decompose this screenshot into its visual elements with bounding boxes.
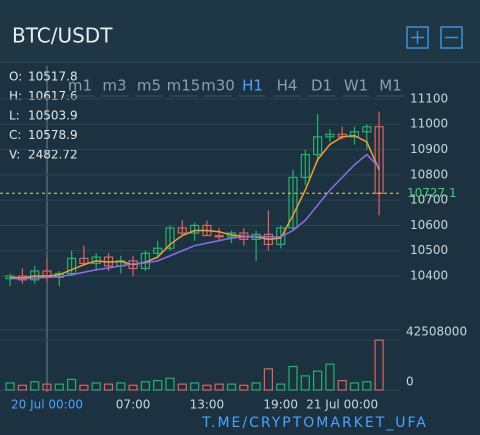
candle-body bbox=[153, 247, 163, 254]
volume-bar bbox=[202, 384, 212, 391]
y-tick-label: 10700 bbox=[410, 193, 448, 207]
candle-body bbox=[313, 136, 323, 156]
volume-bar bbox=[128, 384, 138, 391]
volume-bar bbox=[313, 370, 323, 391]
volume-bar bbox=[91, 382, 101, 391]
volume-bar bbox=[79, 384, 89, 391]
timeframe-tab[interactable]: m3 bbox=[102, 77, 126, 95]
candle-body bbox=[325, 133, 335, 138]
volume-bar bbox=[190, 382, 200, 391]
candle-body bbox=[214, 234, 224, 238]
candle-body bbox=[349, 131, 360, 138]
candle-body bbox=[177, 227, 187, 234]
volume-bar bbox=[263, 368, 273, 391]
candle-body bbox=[165, 227, 175, 249]
volume-bar bbox=[140, 381, 150, 391]
timeframe-tab[interactable]: W1 bbox=[344, 77, 368, 95]
y-tick-label: 11000 bbox=[410, 117, 448, 131]
candle-body bbox=[300, 153, 310, 178]
ma-line bbox=[10, 153, 380, 280]
x-tick-label: 13:00 bbox=[190, 398, 225, 412]
volume-bar bbox=[288, 365, 298, 391]
volume-bar bbox=[103, 383, 114, 391]
timeframe-tab[interactable]: m5 bbox=[137, 77, 161, 95]
volume-bar bbox=[153, 380, 163, 391]
x-tick-label: 21 Jul 00:00 bbox=[306, 398, 378, 412]
watermark: T.ME/CRYPTOMARKET_UFA bbox=[201, 415, 428, 431]
info-value: 10503.9 bbox=[28, 109, 78, 123]
info-label: O: bbox=[9, 70, 22, 84]
volume-bar bbox=[17, 384, 27, 391]
volume-bar bbox=[362, 381, 372, 391]
candle-body bbox=[79, 257, 89, 265]
volume-bar bbox=[300, 375, 310, 391]
timeframe-tab[interactable]: D1 bbox=[311, 77, 332, 95]
candle-body bbox=[362, 126, 372, 133]
volume-bar bbox=[239, 384, 249, 391]
volume-bar bbox=[30, 381, 40, 391]
volume-bar bbox=[226, 383, 237, 391]
volume-bar bbox=[251, 382, 261, 391]
volume-bar bbox=[374, 339, 384, 391]
info-value: 10617.6 bbox=[28, 89, 78, 103]
info-label: V: bbox=[9, 148, 20, 162]
candle-body bbox=[190, 224, 200, 234]
info-label: L: bbox=[9, 109, 20, 123]
y-tick-label: 10600 bbox=[410, 218, 448, 232]
info-label: H: bbox=[9, 89, 22, 103]
info-label: C: bbox=[9, 128, 21, 142]
volume-bar bbox=[165, 377, 175, 391]
timeframe-tab[interactable]: M1 bbox=[379, 77, 402, 95]
y2-tick-label: 42508000 bbox=[406, 325, 467, 339]
timeframe-tab[interactable]: m1 bbox=[68, 77, 92, 95]
volume-bar bbox=[116, 382, 126, 391]
zoom-out-button[interactable] bbox=[440, 26, 463, 49]
info-box: O: 10517.8 H: 10617.6 L: 10503.9 C: 10578.9 V: 24… bbox=[9, 70, 78, 162]
timeframe-tab[interactable]: m30 bbox=[201, 77, 235, 95]
volume-bar bbox=[54, 383, 64, 391]
volume-bar bbox=[349, 382, 360, 391]
x-tick-label: 07:00 bbox=[116, 398, 151, 412]
zoom-in-button[interactable] bbox=[406, 26, 429, 49]
y-tick-label: 10900 bbox=[410, 142, 448, 156]
ma-line bbox=[10, 134, 380, 279]
pair-title: BTC/USDT bbox=[12, 24, 113, 48]
timeframe-tab[interactable]: H4 bbox=[277, 77, 298, 95]
y2-tick-label: 0 bbox=[406, 375, 414, 389]
candle-body bbox=[288, 176, 298, 229]
volume-bar bbox=[325, 363, 335, 391]
info-value: 10578.9 bbox=[28, 128, 78, 142]
timeframe-tabs: m1 m3 m5 m15 m30 H1 H4 D1 W1 M1 bbox=[66, 77, 405, 97]
volume-bar bbox=[337, 380, 347, 391]
y-tick-label: 10400 bbox=[410, 269, 448, 283]
timeframe-tab[interactable]: H1 bbox=[242, 77, 263, 95]
volume-bar bbox=[5, 382, 15, 391]
y-tick-label: 10800 bbox=[410, 167, 448, 181]
info-value: 10517.8 bbox=[28, 70, 78, 84]
y-tick-label: 11100 bbox=[410, 91, 448, 105]
last-price-label: 10727.1 bbox=[407, 186, 457, 200]
candle-body bbox=[91, 256, 101, 265]
candle-body bbox=[66, 257, 77, 275]
x-tick-label: 20 Jul 00:00 bbox=[11, 398, 83, 412]
volume-bar bbox=[276, 383, 286, 391]
timeframe-tab[interactable]: m15 bbox=[167, 77, 201, 95]
volume-bar bbox=[214, 383, 224, 391]
volume-bar bbox=[177, 383, 187, 391]
x-tick-label: 19:00 bbox=[263, 398, 298, 412]
info-value: 2482.72 bbox=[28, 148, 78, 162]
volume-bar bbox=[42, 383, 52, 391]
volume-bar bbox=[66, 378, 77, 391]
header bbox=[0, 0, 480, 62]
y-tick-label: 10500 bbox=[410, 243, 448, 257]
